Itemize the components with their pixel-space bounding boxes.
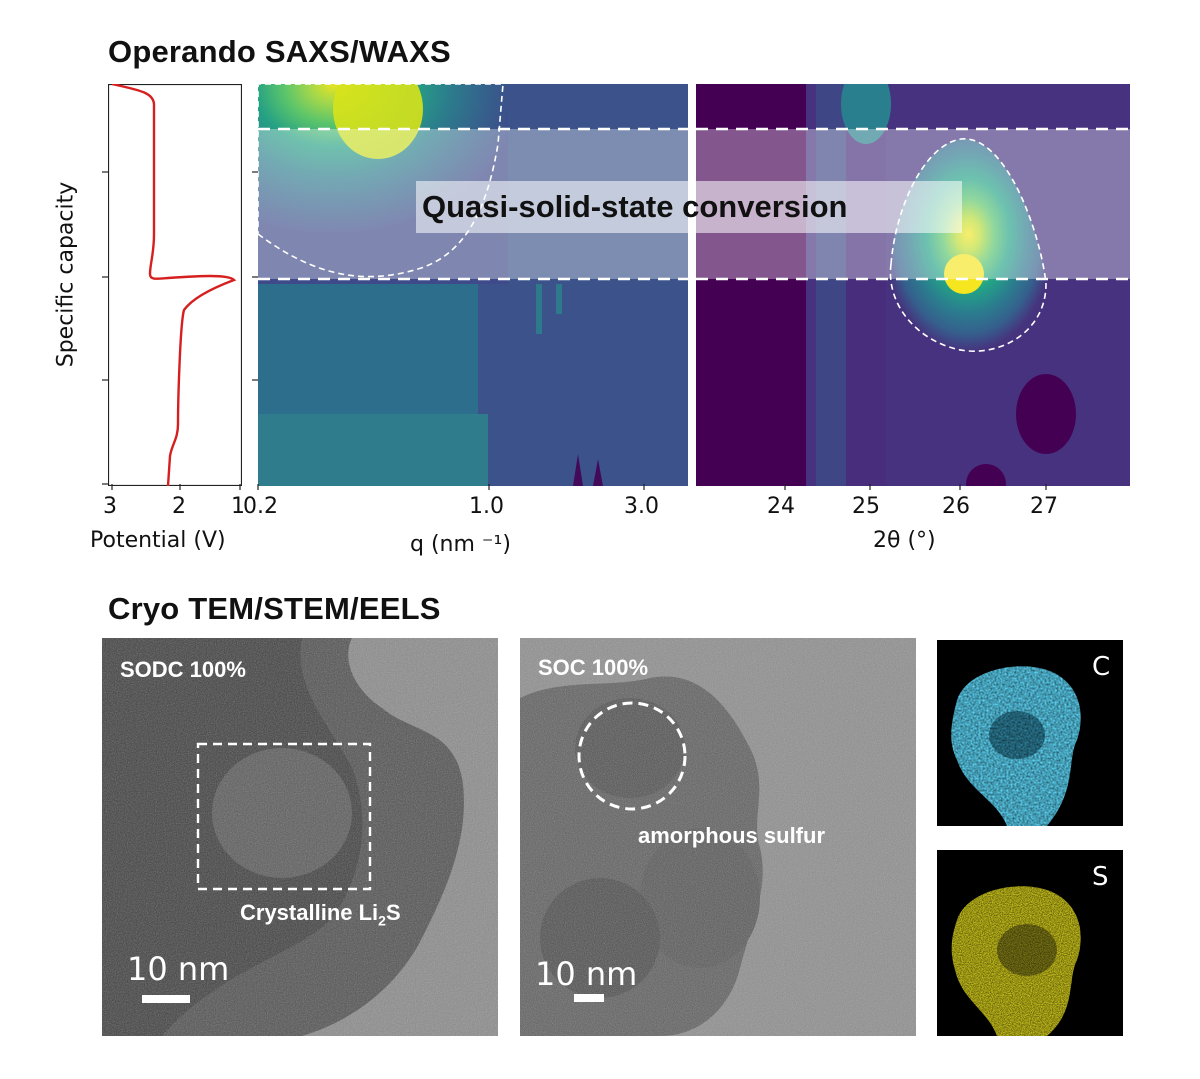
cryo-section-title: Cryo TEM/STEM/EELS: [108, 591, 441, 626]
map-s-label: S: [1092, 862, 1109, 892]
twotheta-tick-24: 24: [767, 494, 795, 519]
eels-map-carbon: [937, 640, 1123, 826]
potential-tick-2: 2: [172, 494, 186, 519]
scale-label-mid: 10 nm: [535, 955, 638, 993]
quasi-solid-annotation: Quasi-solid-state conversion: [422, 189, 848, 224]
crystalline-li2s-annotation: Crystalline Li2S: [240, 900, 401, 928]
map-c-label: C: [1092, 652, 1111, 682]
saxs-waxs-section-title: Operando SAXS/WAXS: [108, 34, 451, 69]
scale-label-left: 10 nm: [127, 950, 230, 988]
waxs-heatmap: [696, 84, 1130, 486]
eels-map-sulfur: [937, 850, 1123, 1036]
q-tick-1-0: 1.0: [469, 494, 504, 519]
potential-axis-label: Potential (V): [90, 528, 226, 553]
soc-label: SOC 100%: [538, 655, 649, 680]
potential-y-ticks: [102, 171, 108, 485]
sodc-label: SODC 100%: [120, 657, 246, 682]
saxs-y-ticks: [252, 171, 258, 381]
potential-curve-panel: [108, 84, 242, 486]
q-tick-0-2: 0.2: [243, 494, 278, 519]
saxs-heatmap: [258, 84, 688, 486]
scale-bar-mid: [574, 994, 604, 1002]
potential-tick-3: 3: [103, 494, 117, 519]
potential-tick-1: 1: [231, 494, 245, 519]
amorphous-sulfur-annotation: amorphous sulfur: [638, 823, 826, 848]
twotheta-tick-25: 25: [852, 494, 880, 519]
twotheta-axis-label: 2θ (°): [873, 528, 936, 553]
twotheta-tick-26: 26: [942, 494, 970, 519]
twotheta-tick-27: 27: [1030, 494, 1058, 519]
scale-bar-left: [142, 995, 190, 1003]
crystalline-li2s-text: Crystalline Li2S: [240, 900, 401, 929]
potential-curve: [111, 84, 237, 486]
q-tick-3-0: 3.0: [624, 494, 659, 519]
tem-image-sodc: [102, 638, 498, 1036]
annotation-box: [416, 181, 962, 233]
q-axis-label: q (nm ⁻¹): [410, 532, 511, 557]
tem-image-soc: [520, 638, 916, 1036]
specific-capacity-label: Specific capacity: [53, 181, 79, 368]
x-axis-tick-marks: [111, 484, 1047, 490]
